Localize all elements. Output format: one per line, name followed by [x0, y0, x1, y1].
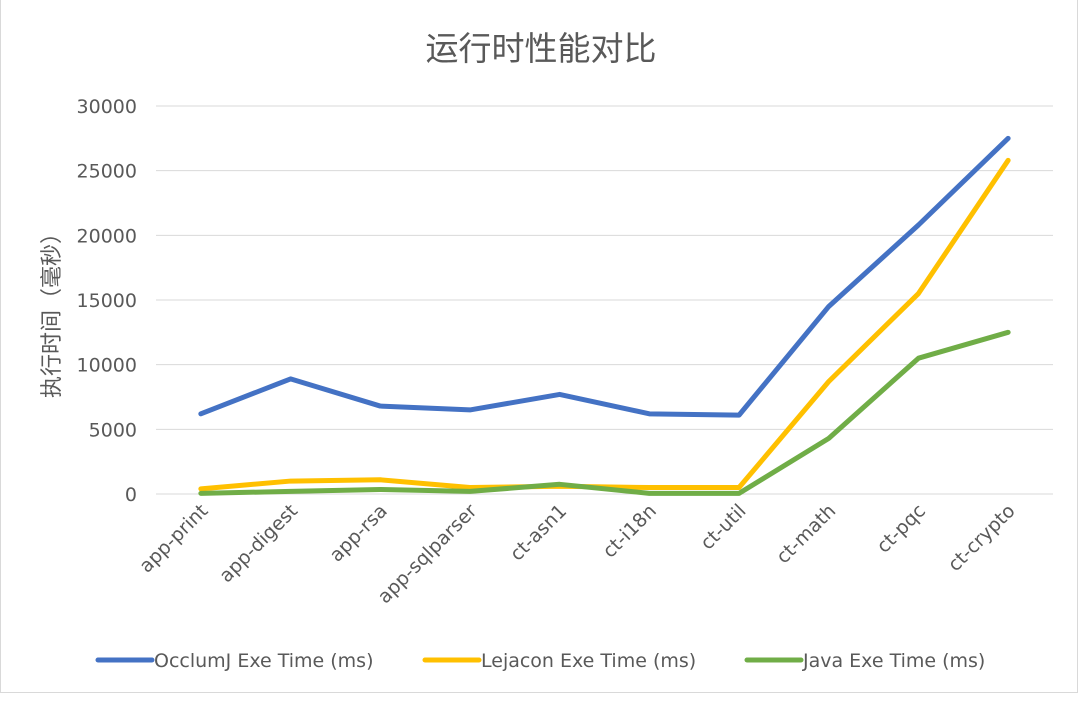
x-tick-label: app-rsa — [325, 500, 391, 566]
chart-title: 运行时性能对比 — [426, 29, 657, 68]
x-tick-label: app-print — [135, 500, 212, 577]
x-tick-label: ct-asn1 — [506, 500, 571, 565]
y-tick-label: 20000 — [77, 225, 137, 247]
legend: OcclumJ Exe Time (ms) Lejacon Exe Time (m… — [95, 650, 985, 672]
x-tick-label: ct-util — [696, 500, 750, 554]
series-line — [198, 135, 1011, 418]
legend-label: Java Exe Time (ms) — [802, 650, 985, 672]
x-tick-label: ct-i18n — [598, 500, 660, 562]
x-tick-label: app-digest — [215, 500, 302, 587]
y-tick-label: 10000 — [77, 355, 137, 377]
series-line — [198, 157, 1011, 492]
y-tick-label: 30000 — [77, 96, 137, 118]
y-tick-label: 5000 — [89, 419, 137, 441]
legend-label: OcclumJ Exe Time (ms) — [154, 650, 373, 672]
series-lines — [198, 135, 1011, 496]
y-tick-label: 0 — [125, 484, 137, 506]
y-axis-title: 执行时间（毫秒） — [40, 222, 65, 398]
gridlines — [156, 105, 1053, 495]
y-tick-label: 15000 — [77, 290, 137, 312]
y-tick-label: 25000 — [77, 161, 137, 183]
y-axis-ticks: 0 5000 10000 15000 20000 25000 30000 — [77, 96, 137, 506]
legend-label: Lejacon Exe Time (ms) — [481, 650, 696, 672]
series-line — [198, 329, 1011, 496]
x-tick-label: ct-pqc — [872, 500, 930, 558]
x-tick-label: ct-crypto — [944, 500, 1020, 576]
x-tick-label: ct-math — [772, 500, 840, 568]
